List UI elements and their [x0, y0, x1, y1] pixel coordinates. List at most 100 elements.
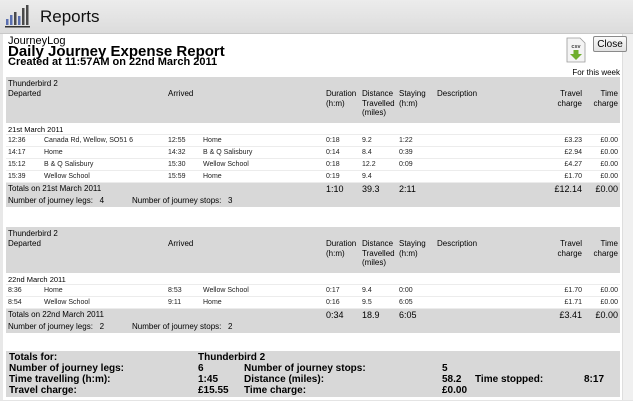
distance-label: Distance (miles):	[244, 374, 325, 385]
cell-departed: 8:54	[8, 299, 22, 306]
cell-distance: 9.5	[362, 299, 372, 306]
col-distance: Distance Travelled (miles)	[362, 239, 395, 267]
col-time-charge: Time charge	[593, 239, 618, 258]
total-staying: 2:11	[399, 184, 416, 194]
day-totals: Totals on 22nd March 2011 0:34 18.9 6:05…	[6, 309, 620, 333]
journey-stops-count: Number of journey stops: 3	[132, 196, 233, 205]
window-title: Reports	[40, 7, 100, 26]
col-duration: Duration (h:m)	[326, 89, 357, 108]
travel-time-label: Time travelling (h:m):	[9, 374, 111, 385]
cell-from: B & Q Salisbury	[44, 161, 94, 168]
table-row[interactable]: 15:12 B & Q Salisbury 15:30 Wellow Schoo…	[6, 159, 620, 171]
cell-from: Home	[44, 287, 63, 294]
cell-duration: 0:16	[326, 299, 340, 306]
cell-staying: 0:39	[399, 149, 413, 156]
totals-vehicle: Thunderbird 2	[198, 352, 266, 363]
vehicle-name: Thunderbird 2	[8, 79, 58, 88]
date-label: 22nd March 2011	[8, 275, 66, 284]
cell-staying: 0:09	[399, 161, 413, 168]
col-description: Description	[437, 89, 478, 98]
day-section: Thunderbird 2 Departed Arrived Duration(…	[6, 227, 620, 333]
totals-label: Totals on 22nd March 2011	[8, 310, 104, 319]
cell-time-charge: £0.00	[600, 287, 618, 294]
cell-arrived: 12:55	[168, 137, 186, 144]
scrollbar[interactable]	[622, 34, 633, 400]
vehicle-name: Thunderbird 2	[8, 229, 58, 238]
legs-label: Number of journey legs:	[9, 363, 125, 374]
table-row[interactable]: 15:39 Wellow School 15:59 Home 0:19 9.4 …	[6, 171, 620, 183]
table-row[interactable]: 8:36 Home 8:53 Wellow School 0:17 9.4 0:…	[6, 285, 620, 297]
cell-distance: 12.2	[362, 161, 376, 168]
cell-arrived: 15:30	[168, 161, 186, 168]
day-section: Thunderbird 2 Departed Arrived Duration(…	[6, 77, 620, 207]
section-header: Thunderbird 2 Departed Arrived Duration(…	[6, 227, 620, 273]
cell-distance: 9.2	[362, 137, 372, 144]
stops-label: Number of journey stops:	[244, 363, 366, 374]
app-name: JourneyLog	[8, 35, 66, 47]
cell-staying: 1:22	[399, 137, 413, 144]
legs-value: 6	[198, 363, 204, 374]
cell-time-charge: £0.00	[600, 173, 618, 180]
cell-to: B & Q Salisbury	[203, 149, 253, 156]
cell-duration: 0:18	[326, 161, 340, 168]
report-period: For this week	[572, 68, 620, 77]
col-duration: Duration (h:m)	[326, 239, 357, 258]
col-departed: Departed	[8, 239, 41, 248]
cell-duration: 0:19	[326, 173, 340, 180]
col-staying: Staying (h:m)	[399, 89, 426, 108]
date-label: 21st March 2011	[8, 125, 64, 134]
cell-staying: 0:00	[399, 287, 413, 294]
cell-staying: 6:05	[399, 299, 413, 306]
table-row[interactable]: 14:17 Home 14:32 B & Q Salisbury 0:14 8.…	[6, 147, 620, 159]
cell-travel-charge: £3.23	[564, 137, 582, 144]
col-travel-charge: Travel charge	[557, 89, 582, 108]
cell-from: Wellow School	[44, 173, 90, 180]
total-duration: 1:10	[326, 184, 344, 194]
totals-for-label: Totals for:	[9, 352, 58, 363]
total-time-charge: £0.00	[595, 310, 618, 320]
journey-legs-count: Number of journey legs: 2	[8, 322, 105, 331]
col-distance: Distance Travelled (miles)	[362, 89, 395, 117]
distance-value: 58.2	[442, 374, 462, 385]
cell-time-charge: £0.00	[600, 149, 618, 156]
table-row[interactable]: 12:36 Canada Rd, Wellow, SO51 6 12:55 Ho…	[6, 135, 620, 147]
cell-from: Wellow School	[44, 299, 90, 306]
cell-distance: 9.4	[362, 287, 372, 294]
cell-duration: 0:18	[326, 137, 340, 144]
cell-departed: 15:12	[8, 161, 26, 168]
travel-charge-label: Travel charge:	[9, 385, 77, 396]
total-distance: 18.9	[362, 310, 380, 320]
total-time-charge: £0.00	[595, 184, 618, 194]
cell-duration: 0:17	[326, 287, 340, 294]
csv-export-icon[interactable]: csv	[566, 37, 586, 63]
table-row[interactable]: 8:54 Wellow School 9:11 Home 0:16 9.5 6:…	[6, 297, 620, 309]
day-totals: Totals on 21st March 2011 1:10 39.3 2:11…	[6, 183, 620, 207]
time-charge-value: £0.00	[442, 385, 468, 396]
cell-to: Home	[203, 137, 222, 144]
cell-to: Wellow School	[203, 287, 249, 294]
journey-legs-count: Number of journey legs: 4	[8, 196, 105, 205]
time-charge-label: Time charge:	[244, 385, 307, 396]
cell-arrived: 9:11	[168, 299, 182, 306]
cell-travel-charge: £1.70	[564, 287, 582, 294]
col-travel-charge: Travel charge	[557, 239, 582, 258]
time-stopped-label: Time stopped:	[475, 374, 544, 385]
cell-travel-charge: £2.94	[564, 149, 582, 156]
close-button[interactable]: Close	[593, 36, 627, 52]
bar-chart-icon	[5, 5, 30, 28]
col-description: Description	[437, 239, 478, 248]
cell-departed: 12:36	[8, 137, 26, 144]
time-stopped-value: 8:17	[584, 374, 605, 385]
cell-arrived: 14:32	[168, 149, 186, 156]
grand-totals: Totals for: Thunderbird 2 Number of jour…	[6, 351, 620, 397]
travel-time-value: 1:45	[198, 374, 219, 385]
col-departed: Departed	[8, 89, 41, 98]
section-header: Thunderbird 2 Departed Arrived Duration(…	[6, 77, 620, 123]
cell-from: Canada Rd, Wellow, SO51 6	[44, 137, 133, 144]
cell-duration: 0:14	[326, 149, 340, 156]
report-created-timestamp: Created at 11:57AM on 22nd March 2011	[8, 56, 218, 68]
col-arrived: Arrived	[168, 89, 194, 98]
journey-stops-count: Number of journey stops: 2	[132, 322, 233, 331]
cell-to: Wellow School	[203, 161, 249, 168]
cell-travel-charge: £1.70	[564, 173, 582, 180]
